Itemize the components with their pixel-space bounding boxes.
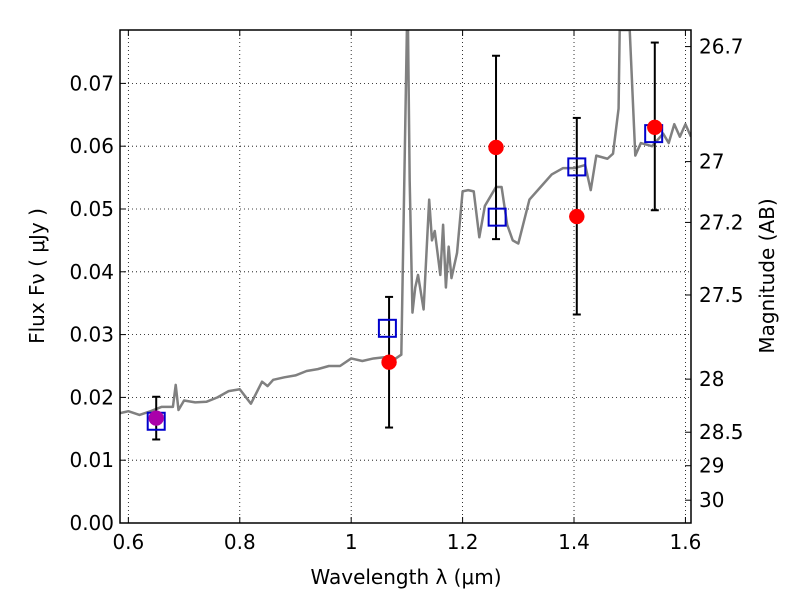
- y-tick-label: 0.05: [69, 197, 114, 221]
- mag-tick-label: 29: [699, 454, 724, 478]
- y-tick-label: 0.04: [69, 260, 114, 284]
- x-tick-label: 1.6: [670, 530, 702, 554]
- y-tick-label: 0.02: [69, 385, 114, 409]
- observed-photometry-marker: [382, 355, 397, 370]
- mag-tick-label: 27: [699, 150, 724, 174]
- observed-photometry-marker: [489, 140, 504, 155]
- model-photometry-marker: [379, 320, 396, 337]
- model-photometry-marker: [489, 209, 506, 226]
- mag-tick-label: 27.2: [699, 210, 744, 234]
- x-tick-label: 1: [345, 530, 358, 554]
- template-spectrum-line: [120, 30, 691, 415]
- x-tick-label: 0.8: [224, 530, 256, 554]
- mag-tick-label: 28.5: [699, 420, 744, 444]
- plot-data: [120, 30, 691, 439]
- mag-tick-label: 28: [699, 367, 724, 391]
- observed-photometry-marker: [149, 411, 164, 426]
- x-tick-label: 1.4: [558, 530, 590, 554]
- y-axis-right-label: Magnitude (AB): [755, 198, 779, 353]
- x-axis-label: Wavelength λ (μm): [310, 565, 501, 589]
- y-tick-label: 0.03: [69, 323, 114, 347]
- mag-tick-label: 27.5: [699, 283, 744, 307]
- x-tick-label: 0.6: [112, 530, 144, 554]
- sed-chart: 0.6 0.8 1 1.2 1.4 1.6 0.00 0.01 0.02 0.03 0.04 0.05…: [0, 0, 800, 600]
- y-tick-label: 0.07: [69, 71, 114, 95]
- y-tick-label: 0.00: [69, 511, 114, 535]
- y-tick-label: 0.06: [69, 134, 114, 158]
- y-axis-label: Flux Fν ( μJy ): [25, 208, 49, 344]
- observed-photometry-marker: [569, 209, 584, 224]
- x-tick-label: 1.2: [447, 530, 479, 554]
- y-tick-label: 0.01: [69, 448, 114, 472]
- mag-tick-label: 30: [699, 488, 724, 512]
- observed-photometry-marker: [647, 120, 662, 135]
- mag-tick-label: 26.7: [699, 35, 744, 59]
